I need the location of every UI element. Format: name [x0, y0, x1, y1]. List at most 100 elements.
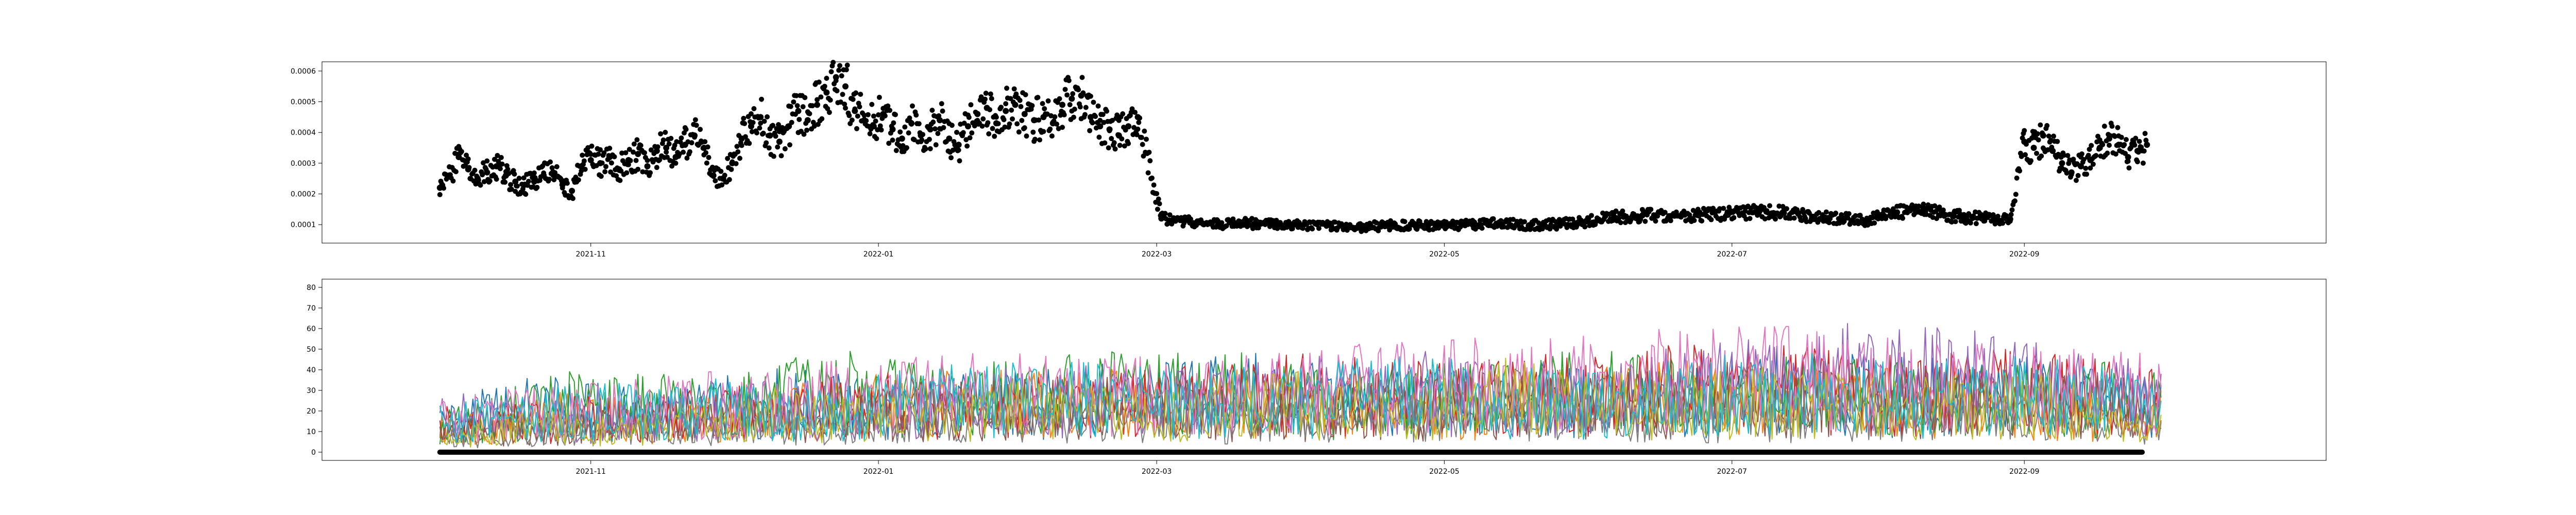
- scatter-point: [1547, 226, 1553, 232]
- scatter-point: [499, 161, 505, 167]
- scatter-point: [2028, 158, 2034, 164]
- scatter-point: [476, 177, 481, 183]
- scatter-point: [725, 156, 731, 161]
- scatter-point: [1023, 92, 1028, 97]
- scatter-point: [825, 106, 831, 111]
- scatter-point: [2069, 171, 2074, 177]
- scatter-point: [635, 150, 641, 157]
- scatter-point: [2050, 148, 2056, 153]
- scatter-point: [804, 127, 809, 133]
- scatter-point: [995, 121, 1001, 127]
- scatter-point: [1030, 129, 1036, 135]
- scatter-point: [674, 139, 680, 145]
- scatter-point: [1054, 122, 1060, 127]
- scatter-point: [588, 151, 594, 157]
- scatter-point: [736, 133, 742, 139]
- scatter-point: [663, 130, 668, 135]
- scatter-point: [750, 119, 756, 125]
- scatter-point: [618, 168, 624, 174]
- scatter-point: [2046, 133, 2052, 139]
- scatter-point: [840, 92, 845, 97]
- scatter-point: [863, 118, 869, 124]
- scatter-point: [882, 113, 888, 118]
- scatter-point: [1826, 220, 1832, 226]
- scatter-point: [2104, 138, 2109, 144]
- scatter-point: [980, 116, 986, 122]
- scatter-point: [1436, 225, 1442, 231]
- scatter-point: [478, 182, 483, 188]
- scatter-point: [1402, 219, 1408, 225]
- scatter-point: [1504, 217, 1510, 222]
- scatter-point: [2109, 124, 2115, 129]
- scatter-point: [1717, 206, 1722, 212]
- scatter-point: [886, 141, 892, 146]
- scatter-point: [948, 155, 954, 161]
- scatter-point: [569, 188, 575, 194]
- scatter-point: [907, 115, 912, 121]
- scatter-point: [969, 130, 975, 136]
- scatter-point: [492, 157, 497, 162]
- scatter-point: [660, 137, 666, 143]
- scatter-point: [2119, 134, 2124, 140]
- scatter-point: [494, 176, 499, 182]
- scatter-point: [1126, 141, 1131, 146]
- scatter-point: [1154, 191, 1160, 196]
- scatter-point: [837, 63, 842, 68]
- scatter-point: [992, 133, 997, 139]
- scatter-point: [998, 105, 1004, 110]
- bottom-y-tick-label: 60: [307, 325, 316, 333]
- scatter-point: [681, 149, 686, 155]
- bottom-x-tick-label: 2021-11: [575, 468, 606, 476]
- scatter-point: [599, 160, 605, 166]
- scatter-point: [668, 135, 674, 141]
- scatter-point: [1234, 224, 1240, 229]
- scatter-point: [1011, 86, 1017, 92]
- scatter-point: [2050, 133, 2056, 139]
- scatter-point: [846, 113, 852, 118]
- scatter-point: [1021, 111, 1028, 117]
- scatter-point: [760, 130, 766, 136]
- scatter-point: [870, 122, 876, 128]
- scatter-point: [988, 91, 993, 97]
- scatter-point: [538, 174, 544, 180]
- scatter-point: [1427, 227, 1432, 233]
- scatter-point: [2059, 160, 2065, 166]
- scatter-point: [877, 123, 883, 129]
- scatter-point: [854, 126, 859, 131]
- scatter-point: [700, 145, 706, 151]
- bottom-y-tick-label: 80: [307, 284, 316, 292]
- top-axes-frame: [321, 61, 2327, 244]
- scatter-point: [651, 150, 657, 156]
- scatter-point: [638, 143, 643, 148]
- scatter-point: [1059, 101, 1066, 108]
- scatter-point: [1100, 112, 1106, 117]
- scatter-point: [581, 158, 587, 164]
- bottom-x-tick-label: 2022-03: [1142, 468, 1172, 476]
- scatter-point: [810, 119, 816, 125]
- scatter-point: [838, 99, 843, 105]
- scatter-point: [548, 159, 553, 165]
- scatter-point: [654, 165, 659, 170]
- scatter-point: [502, 179, 508, 185]
- scatter-point: [1147, 158, 1153, 164]
- scatter-point: [1980, 214, 1986, 219]
- scatter-point: [985, 120, 991, 126]
- scatter-point: [867, 131, 873, 136]
- scatter-point: [710, 174, 716, 179]
- top-y-ticks: 0.0001 0.0002 0.0003 0.0004 0.0005 0.0006: [291, 67, 322, 229]
- top-x-tick-label: 2022-03: [1142, 250, 1172, 259]
- scatter-point: [601, 150, 607, 156]
- scatter-point: [1406, 226, 1412, 232]
- scatter-point: [919, 137, 925, 143]
- scatter-point: [680, 143, 685, 149]
- scatter-point: [516, 176, 522, 181]
- scatter-point: [1117, 143, 1123, 148]
- scatter-point: [2087, 146, 2092, 152]
- scatter-point: [702, 139, 708, 145]
- scatter-point: [876, 95, 882, 100]
- scatter-point: [1017, 97, 1023, 103]
- scatter-point: [1060, 125, 1065, 130]
- scatter-point: [739, 143, 744, 148]
- scatter-point: [501, 175, 507, 180]
- scatter-point: [2144, 142, 2150, 148]
